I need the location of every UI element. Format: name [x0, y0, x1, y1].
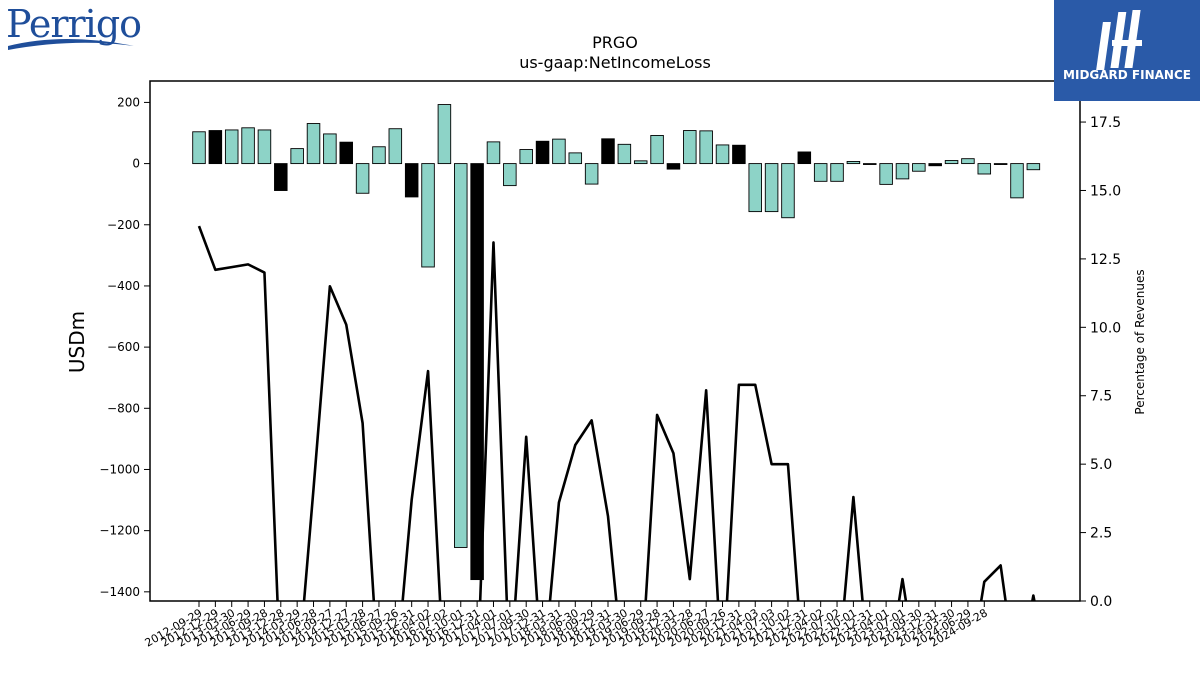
y2-tick-label-3: 7.5: [1090, 389, 1112, 405]
perrigo-logo: Perrigo: [4, 2, 144, 56]
midgard-finance-logo: MIDGARD FINANCE: [1054, 0, 1200, 101]
bar-14: [421, 163, 435, 268]
bar-35: [764, 163, 779, 213]
bar-series: [192, 104, 1041, 581]
bar-6: [290, 148, 304, 165]
chart-title: PRGO: [592, 33, 638, 52]
bar-42: [879, 163, 893, 185]
bar-27: [633, 160, 648, 165]
bar-19: [503, 163, 517, 187]
bar-39: [830, 163, 844, 182]
bar-7: [306, 123, 321, 165]
midgard-logo-text: MIDGARD FINANCE: [1063, 68, 1191, 82]
y-tick-label-7: −1200: [99, 524, 140, 538]
x-axis-ticks: 2012-09-292012-12-292013-03-302013-06-29…: [143, 601, 990, 650]
y-tick-label-8: −1400: [99, 585, 140, 599]
bar-4: [257, 129, 272, 165]
y-axis-ticks: 200 0 −200 −400 −600 −800 −1000 −1200 −1400: [99, 95, 150, 599]
y2-axis-ticks: 0.0 2.5 5.0 7.5 10.0 12.5 15.0 17.5: [1080, 115, 1121, 610]
bar-34: [748, 163, 762, 213]
bar-0: [192, 131, 206, 165]
bar-12: [388, 128, 403, 165]
bar-1: [208, 130, 223, 165]
y2-tick-label-5: 12.5: [1090, 252, 1121, 268]
bar-45: [928, 163, 942, 167]
y2-tick-label-1: 2.5: [1090, 526, 1112, 542]
y-tick-label-5: −800: [107, 401, 140, 415]
bar-2: [224, 129, 239, 165]
y-tick-label-6: −1000: [99, 462, 140, 476]
bar-15: [437, 104, 452, 165]
bar-50: [1010, 163, 1024, 199]
bar-26: [617, 143, 632, 165]
midgard-emblem-icon: [1096, 10, 1142, 70]
bar-38: [813, 163, 828, 182]
bar-10: [355, 163, 370, 194]
y-tick-label-4: −600: [107, 340, 140, 354]
bar-17: [470, 163, 484, 581]
y2-tick-label-4: 10.0: [1090, 320, 1121, 336]
bar-43: [895, 163, 910, 180]
bar-33: [732, 144, 746, 165]
bar-13: [404, 163, 419, 198]
perrigo-logo-text: Perrigo: [6, 2, 142, 46]
bar-8: [323, 133, 337, 165]
bar-48: [977, 163, 992, 175]
y-axis-label: USDm: [65, 311, 89, 373]
bar-37: [797, 151, 812, 165]
bar-22: [552, 138, 566, 165]
y2-tick-label-2: 5.0: [1090, 457, 1112, 473]
bar-28: [650, 134, 664, 165]
y-tick-label-3: −400: [107, 279, 140, 293]
bar-23: [568, 152, 583, 165]
bar-40: [846, 160, 861, 165]
bar-5: [274, 163, 288, 191]
y2-axis-label: Percentage of Revenues: [1133, 269, 1147, 414]
y-tick-label-0: 200: [117, 95, 140, 109]
y2-tick-label-0: 0.0: [1090, 594, 1112, 610]
bar-16: [454, 163, 468, 548]
bar-49: [993, 163, 1008, 165]
chart-subtitle: us-gaap:NetIncomeLoss: [519, 53, 711, 72]
bar-44: [912, 163, 926, 172]
bar-24: [584, 163, 599, 185]
bar-9: [339, 141, 353, 165]
y-tick-label-2: −200: [107, 218, 140, 232]
bar-25: [601, 138, 615, 165]
y2-tick-label-6: 15.0: [1090, 183, 1121, 199]
perrigo-swoosh-icon: [8, 39, 134, 50]
bar-32: [715, 144, 730, 165]
bar-36: [781, 163, 795, 219]
bar-47: [961, 158, 975, 165]
pct-revenue-line: [197, 225, 1036, 601]
bar-3: [241, 127, 255, 165]
y-tick-label-1: 0: [132, 157, 140, 171]
y2-tick-label-7: 17.5: [1090, 115, 1121, 131]
bar-29: [666, 163, 681, 170]
bar-46: [944, 160, 959, 165]
bar-51: [1026, 163, 1041, 171]
bar-30: [683, 130, 697, 165]
bar-11: [372, 146, 386, 165]
plot-frame: [149, 80, 1081, 602]
pct-revenue-series: [197, 225, 1036, 601]
bar-18: [486, 141, 501, 165]
bar-21: [535, 140, 550, 165]
bar-41: [863, 163, 877, 165]
bar-31: [699, 130, 713, 165]
bar-20: [519, 149, 533, 165]
